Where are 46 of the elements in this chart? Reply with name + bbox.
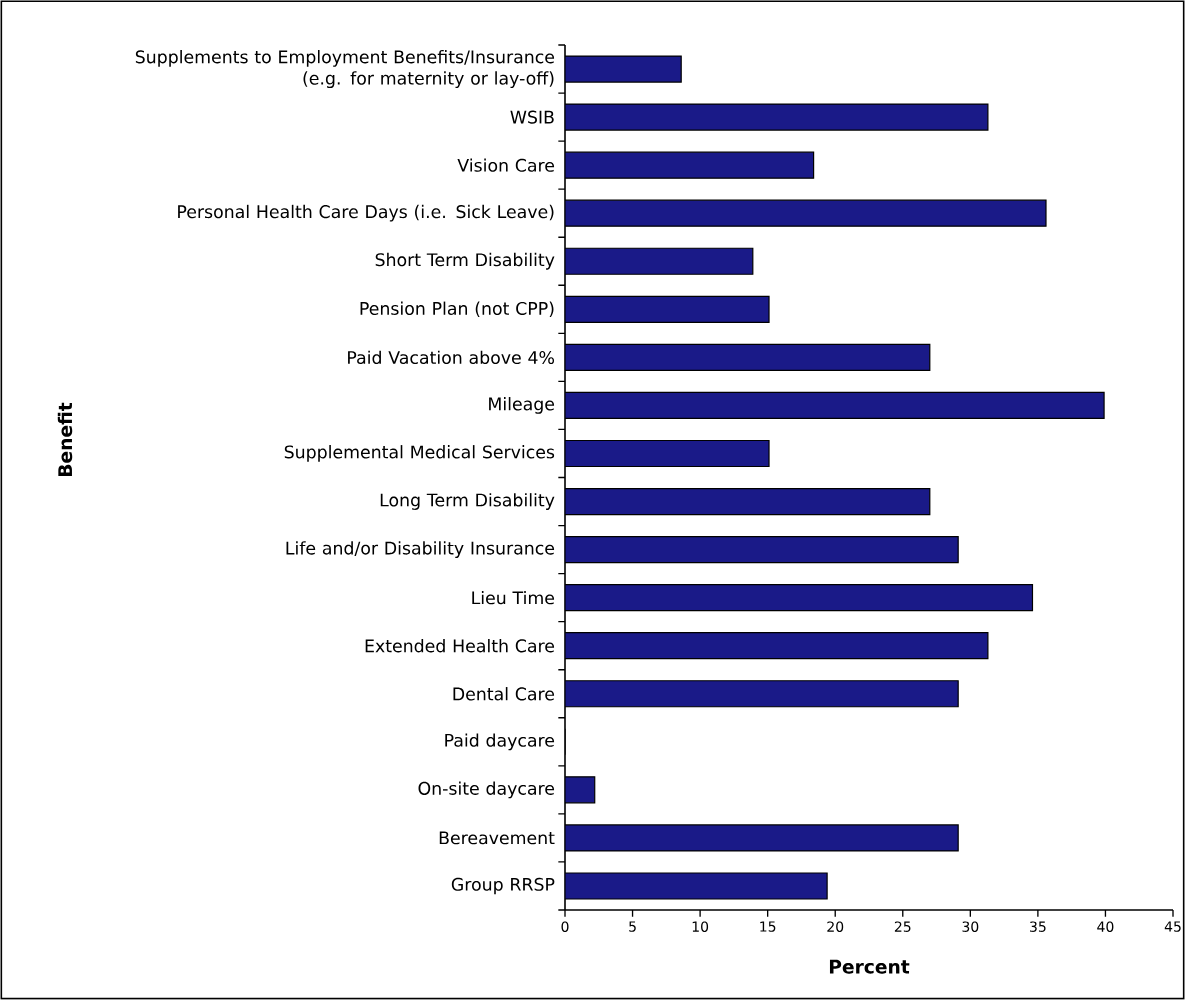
bar (565, 487, 931, 516)
x-tick-label: 30 (962, 921, 979, 932)
y-tick-label: Pension Plan (not CPP) (360, 301, 554, 318)
y-tick-label: Supplements to Employment Benefits/Insurance (e.g. for maternity or lay-off) (135, 49, 555, 89)
bar (565, 391, 1105, 420)
bar (565, 680, 959, 708)
x-tick-label: 35 (1030, 921, 1046, 932)
bar (565, 535, 959, 564)
bar (565, 439, 770, 468)
y-tick-label: Group RRSP (451, 877, 555, 895)
y-tick-label: On-site daycare (418, 781, 555, 799)
x-tick-label: 20 (827, 921, 844, 932)
x-axis-title: Percent (829, 959, 910, 974)
x-tick-label: 0 (561, 921, 569, 932)
y-tick-label: Personal Health Care Days (i.e. Sick Leave) (178, 204, 554, 222)
y-tick-label: Life and/or Disability Insurance (286, 541, 555, 558)
bar (565, 247, 754, 275)
x-tick-label: 15 (760, 921, 776, 932)
x-tick-label: 5 (629, 921, 636, 932)
y-tick-label: Dental Care (453, 687, 555, 701)
y-tick-label: Bereavement (439, 831, 555, 845)
bar (565, 295, 770, 323)
y-axis-title: Benefit (57, 402, 73, 477)
bar (565, 103, 989, 131)
y-tick-label: Paid daycare (445, 733, 555, 751)
y-tick-label: WSIB (510, 110, 554, 124)
y-tick-label: Mileage (489, 397, 555, 414)
bar (565, 872, 828, 900)
x-tick-label: 45 (1164, 921, 1181, 932)
y-tick-label: Supplemental Medical Services (284, 445, 555, 462)
y-tick-label: Vision Care (457, 158, 555, 172)
bar (565, 55, 682, 83)
y-tick-label: Paid Vacation above 4% (348, 350, 555, 365)
x-tick-label: 25 (894, 921, 911, 932)
bar (565, 632, 989, 660)
bar (565, 151, 815, 179)
bar (565, 343, 931, 371)
y-tick-label: Long Term Disability (380, 493, 555, 510)
x-tick-label: 40 (1097, 921, 1114, 932)
y-tick-label: Short Term Disability (375, 252, 555, 270)
y-tick-label: Extended Health Care (365, 638, 555, 653)
bar (565, 199, 1047, 227)
bar (565, 824, 959, 852)
bar (565, 584, 1034, 612)
y-tick-label: Lieu Time (472, 590, 555, 605)
x-tick-label: 10 (692, 921, 709, 932)
